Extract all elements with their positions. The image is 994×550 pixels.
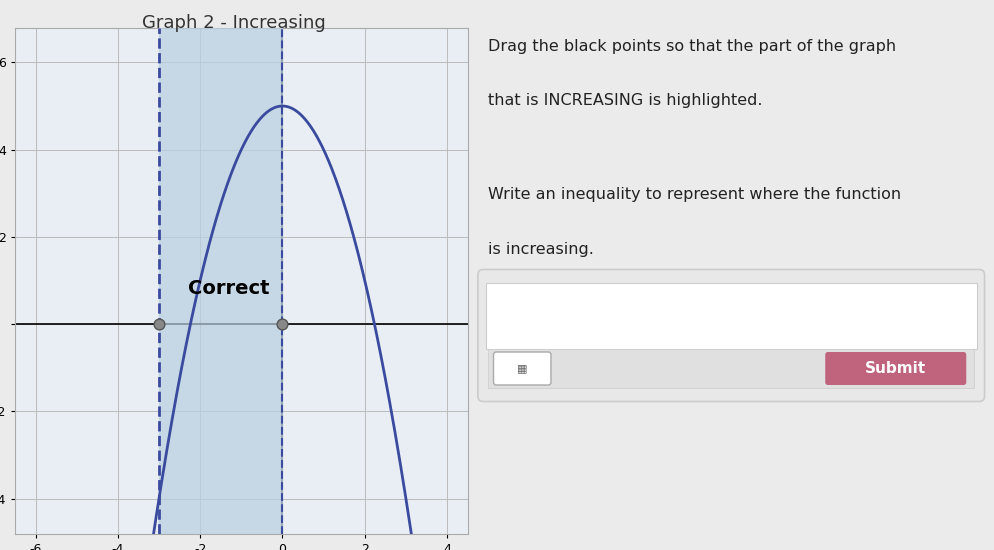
Text: Write an inequality to represent where the function: Write an inequality to represent where t… (488, 187, 901, 202)
Bar (159, 28, 282, 534)
Text: is increasing.: is increasing. (488, 242, 593, 257)
FancyBboxPatch shape (824, 352, 965, 385)
Point (151, 320, 167, 328)
FancyBboxPatch shape (493, 352, 551, 385)
Text: Submit: Submit (865, 361, 925, 376)
FancyBboxPatch shape (485, 283, 976, 349)
Point (274, 320, 290, 328)
Text: Drag the black points so that the part of the graph: Drag the black points so that the part o… (488, 39, 896, 53)
Bar (488, 349, 973, 388)
Text: Correct: Correct (188, 279, 269, 298)
Text: ▦: ▦ (517, 364, 527, 373)
Text: that is INCREASING is highlighted.: that is INCREASING is highlighted. (488, 94, 762, 108)
FancyBboxPatch shape (477, 270, 984, 402)
Text: Graph 2 - Increasing: Graph 2 - Increasing (142, 14, 325, 32)
